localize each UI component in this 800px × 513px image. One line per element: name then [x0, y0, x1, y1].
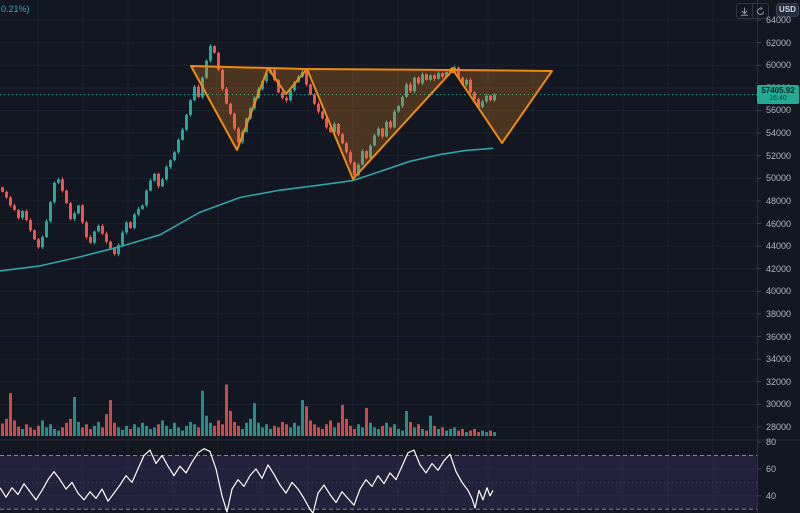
- reset-scale-button[interactable]: [753, 4, 768, 18]
- price-tick-label: 52000: [766, 150, 792, 161]
- last-price-value: 57405.92: [761, 85, 795, 95]
- price-tick-label: 28000: [766, 422, 792, 432]
- bar-countdown: 16:40: [769, 94, 787, 102]
- last-price-label: 57405.92 16:40: [757, 84, 799, 104]
- rsi-line[interactable]: [0, 448, 494, 513]
- scroll-to-recent-button[interactable]: [737, 4, 752, 18]
- volume-series: [1, 384, 496, 436]
- price-tick-label: 38000: [766, 308, 792, 319]
- rsi-tick-label: 60: [766, 463, 777, 474]
- price-tick-label: 50000: [766, 173, 792, 184]
- price-tick-label: 48000: [766, 195, 792, 206]
- price-tick-label: 54000: [766, 128, 792, 139]
- rsi-band: [0, 454, 757, 510]
- toolbar-divider: [752, 4, 753, 18]
- price-tick-label: 34000: [766, 354, 792, 365]
- price-tick-label: 46000: [766, 218, 792, 229]
- price-tick-label: 64000: [766, 15, 792, 25]
- price-tick-label: 40000: [766, 286, 792, 297]
- rsi-tick-label: 40: [766, 490, 777, 501]
- change-percent-text: 0.21%): [1, 4, 30, 14]
- currency-toggle-button[interactable]: USD: [776, 3, 799, 17]
- price-tick-label: 42000: [766, 263, 792, 274]
- symbol-change-legend[interactable]: 0.21%): [1, 4, 30, 14]
- price-tick-label: 62000: [766, 37, 792, 48]
- refresh-circle-icon: [757, 6, 764, 15]
- candlestick-series: [1, 44, 496, 257]
- rsi-tick-label: 80: [766, 437, 777, 447]
- moving-average-line[interactable]: [0, 147, 494, 272]
- price-tick-label: 30000: [766, 399, 792, 410]
- price-tick-label: 60000: [766, 60, 792, 71]
- price-tick-label: 56000: [766, 105, 792, 116]
- pane-toolbar: [736, 3, 769, 19]
- triangle-pattern-drawing[interactable]: [190, 65, 553, 180]
- price-axis[interactable]: 6400062000600005800056000540005200050000…: [757, 0, 800, 513]
- arrow-down-icon: [741, 7, 748, 16]
- price-tick-label: 36000: [766, 331, 792, 342]
- pattern-anchor-dot: [450, 66, 456, 73]
- price-tick-label: 44000: [766, 241, 792, 252]
- price-tick-label: 32000: [766, 376, 792, 387]
